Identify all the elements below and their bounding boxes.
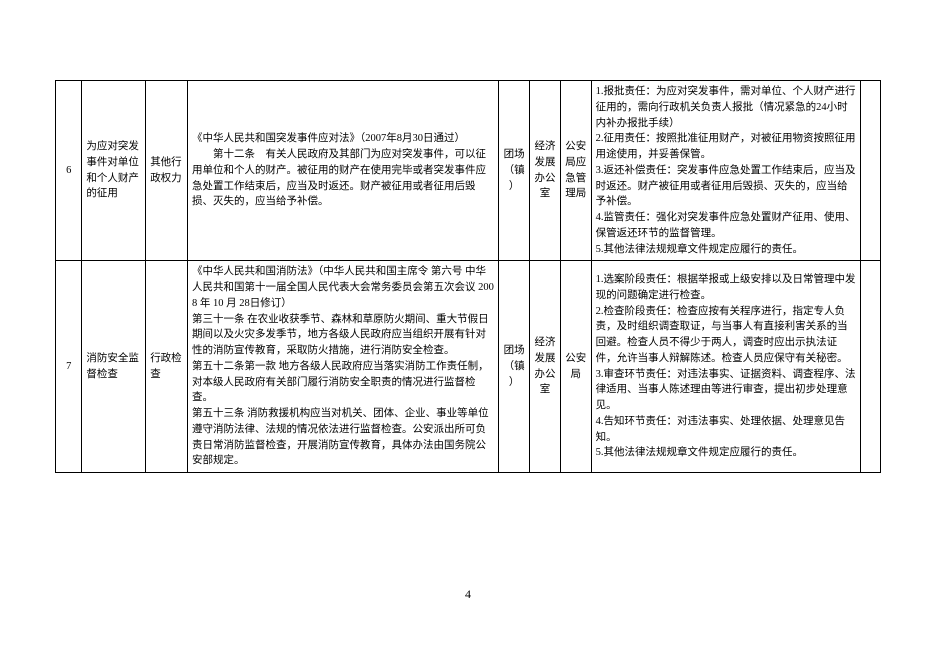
cell-title: 消防安全监督检查 [82,261,146,473]
table-row: 6 为应对突发事件对单位和个人财产的征用 其他行政权力 《中华人民共和国突发事件… [56,81,881,261]
cell-org1: 团场（镇） [499,261,530,473]
cell-org1: 团场（镇） [499,81,530,261]
cell-basis: 《中华人民共和国突发事件应对法》（2007年8月30日通过） 第十二条 有关人民… [187,81,498,261]
cell-last [861,81,881,261]
cell-num: 7 [56,261,82,473]
cell-org3: 公安局 [560,261,591,473]
cell-basis: 《中华人民共和国消防法》（中华人民共和国主席令 第六号 中华人民共和国第十一届全… [187,261,498,473]
cell-type: 其他行政权力 [146,81,188,261]
page-number: 4 [465,587,471,602]
cell-duty: 1.选案阶段责任：根据举报或上级安排以及日常管理中发现的问题确定进行检查。2.检… [591,261,861,473]
cell-type: 行政检查 [146,261,188,473]
cell-org2: 经济发展办公室 [530,261,561,473]
table-row: 7 消防安全监督检查 行政检查 《中华人民共和国消防法》（中华人民共和国主席令 … [56,261,881,473]
cell-last [861,261,881,473]
regulation-table: 6 为应对突发事件对单位和个人财产的征用 其他行政权力 《中华人民共和国突发事件… [55,80,881,473]
cell-org3: 公安局应急管理局 [560,81,591,261]
cell-num: 6 [56,81,82,261]
cell-duty: 1.报批责任：为应对突发事件，需对单位、个人财产进行征用的，需向行政机关负责人报… [591,81,861,261]
cell-org2: 经济发展办公室 [530,81,561,261]
cell-title: 为应对突发事件对单位和个人财产的征用 [82,81,146,261]
